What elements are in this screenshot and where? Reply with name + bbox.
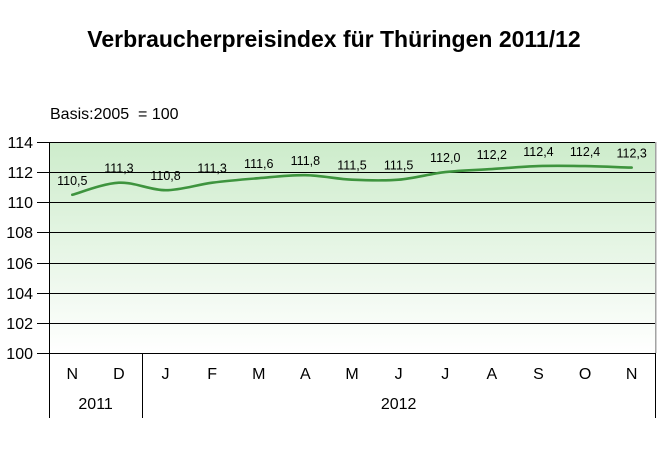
index-line-series xyxy=(71,164,633,197)
data-point-label: 111,5 xyxy=(337,159,366,173)
data-point-label: 110,5 xyxy=(57,174,87,188)
x-year-label: 2011 xyxy=(78,396,113,413)
x-month-label: S xyxy=(533,366,544,383)
x-year-label: 2012 xyxy=(381,396,417,413)
data-point-label: 111,5 xyxy=(384,159,413,173)
data-point-label: 111,8 xyxy=(291,154,320,168)
y-axis-label: 114 xyxy=(7,135,33,152)
data-point-label: 111,6 xyxy=(244,157,273,171)
data-point-label: 112,4 xyxy=(570,145,600,159)
data-point-label: 112,4 xyxy=(523,145,553,159)
x-month-label: A xyxy=(300,366,311,383)
data-point-label: 112,2 xyxy=(477,148,507,162)
x-month-label: M xyxy=(345,366,358,383)
x-month-label: A xyxy=(487,366,498,383)
x-month-label: N xyxy=(67,366,79,383)
y-axis-label: 102 xyxy=(6,316,33,333)
x-month-label: J xyxy=(395,366,403,383)
y-axis-label: 112 xyxy=(7,165,33,182)
data-point-label: 112,3 xyxy=(617,147,647,161)
x-month-label: D xyxy=(113,366,125,383)
x-month-label: N xyxy=(626,366,638,383)
data-point-label: 110,8 xyxy=(150,169,180,183)
chart-title: Verbraucherpreisindex für Thüringen 2011… xyxy=(87,26,581,52)
data-point-label: 112,0 xyxy=(430,151,460,165)
y-axis-label: 100 xyxy=(6,346,33,363)
y-axis-label: 110 xyxy=(7,195,33,212)
x-month-label: F xyxy=(207,366,217,383)
data-point-label: 111,3 xyxy=(197,162,226,176)
y-axis-label: 106 xyxy=(6,256,33,273)
x-month-label: M xyxy=(252,366,265,383)
basis-note: Basis:2005 = 100 xyxy=(50,106,179,123)
y-axis-label: 104 xyxy=(6,286,33,303)
x-month-label: J xyxy=(162,366,170,383)
x-month-label: J xyxy=(441,366,449,383)
plot-area xyxy=(49,142,655,353)
y-axis-label: 108 xyxy=(6,225,33,242)
x-month-label: O xyxy=(579,366,591,383)
data-point-label: 111,3 xyxy=(104,162,133,176)
